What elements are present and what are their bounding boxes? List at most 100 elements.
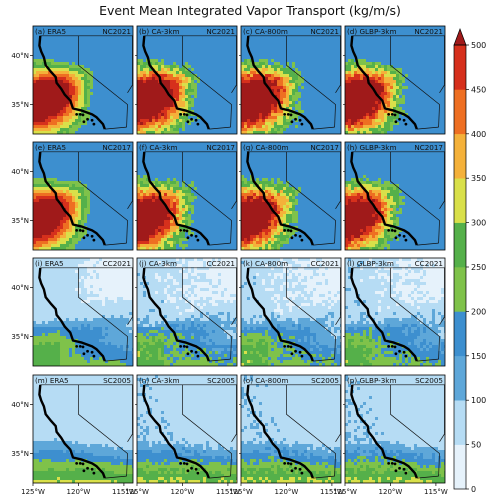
ivt-cell xyxy=(435,47,439,51)
ivt-cell xyxy=(170,74,174,78)
ivt-cell xyxy=(57,32,61,36)
ivt-cell xyxy=(176,92,180,96)
ivt-cell xyxy=(286,83,290,87)
ivt-cell xyxy=(158,71,162,75)
ivt-cell xyxy=(39,59,43,63)
ivt-cell xyxy=(435,38,439,42)
ivt-cell xyxy=(45,119,49,123)
ivt-cell xyxy=(301,74,305,78)
ivt-cell xyxy=(87,119,91,123)
ivt-cell xyxy=(310,68,314,72)
ivt-cell xyxy=(402,41,406,45)
ivt-cell xyxy=(105,104,109,108)
ivt-cell xyxy=(72,50,76,54)
ivt-cell xyxy=(441,44,445,48)
ivt-cell xyxy=(417,53,421,57)
ivt-cell xyxy=(90,95,94,99)
ivt-cell xyxy=(42,125,46,129)
ivt-cell xyxy=(399,125,403,129)
ivt-cell xyxy=(129,44,133,48)
ivt-cell xyxy=(345,77,349,81)
ivt-cell xyxy=(45,71,49,75)
ivt-cell xyxy=(396,77,400,81)
ivt-cell xyxy=(253,41,257,45)
ivt-cell xyxy=(224,86,228,90)
ivt-cell xyxy=(340,26,341,30)
ivt-cell xyxy=(423,41,427,45)
ivt-cell xyxy=(340,116,341,120)
ivt-cell xyxy=(256,41,260,45)
ivt-cell xyxy=(429,95,433,99)
ivt-cell xyxy=(307,101,311,105)
ivt-cell xyxy=(42,116,46,120)
ivt-cell xyxy=(319,128,323,132)
ivt-cell xyxy=(384,32,388,36)
ivt-cell xyxy=(280,56,284,60)
ivt-cell xyxy=(277,110,281,114)
ivt-cell xyxy=(268,101,272,105)
ivt-cell xyxy=(259,53,263,57)
ivt-cell xyxy=(84,104,88,108)
ivt-cell xyxy=(123,50,127,54)
ivt-cell xyxy=(230,56,234,60)
ivt-cell xyxy=(298,35,302,39)
ivt-cell xyxy=(393,35,397,39)
ivt-cell xyxy=(99,74,103,78)
ivt-cell xyxy=(396,74,400,78)
ivt-cell xyxy=(197,53,201,57)
ivt-cell xyxy=(387,74,391,78)
ivt-cell xyxy=(155,68,159,72)
ivt-cell xyxy=(244,35,248,39)
ivt-cell xyxy=(96,47,100,51)
ivt-cell xyxy=(435,128,439,132)
ivt-cell xyxy=(218,125,222,129)
ivt-cell xyxy=(155,122,159,126)
ivt-cell xyxy=(271,128,275,132)
ivt-cell xyxy=(357,110,361,114)
ivt-cell xyxy=(414,38,418,42)
ivt-cell xyxy=(209,44,213,48)
ivt-cell xyxy=(39,68,43,72)
ivt-cell xyxy=(286,41,290,45)
ivt-cell xyxy=(265,68,269,72)
ivt-cell xyxy=(84,116,88,120)
ivt-cell xyxy=(182,53,186,57)
ivt-cell xyxy=(45,56,49,60)
ivt-cell xyxy=(313,26,317,30)
ivt-cell xyxy=(256,50,260,54)
ivt-cell xyxy=(390,50,394,54)
ivt-cell xyxy=(161,119,165,123)
ivt-cell xyxy=(259,89,263,93)
ivt-cell xyxy=(328,131,332,134)
ivt-cell xyxy=(200,107,204,111)
ivt-cell xyxy=(417,110,421,114)
ivt-cell xyxy=(218,131,222,134)
ivt-cell xyxy=(438,98,442,102)
ivt-cell xyxy=(230,107,234,111)
ivt-cell xyxy=(72,47,76,51)
ivt-cell xyxy=(105,65,109,69)
ivt-cell xyxy=(111,101,115,105)
ivt-cell xyxy=(230,26,234,30)
ivt-cell xyxy=(152,119,156,123)
ivt-cell xyxy=(69,77,73,81)
ivt-cell xyxy=(114,50,118,54)
ivt-cell xyxy=(81,104,85,108)
ivt-cell xyxy=(304,107,308,111)
ivt-cell xyxy=(173,35,177,39)
ivt-cell xyxy=(360,53,364,57)
state-border xyxy=(416,126,439,130)
ivt-cell xyxy=(426,122,430,126)
ivt-cell xyxy=(265,110,269,114)
ivt-cell xyxy=(63,107,67,111)
ivt-cell xyxy=(337,113,341,117)
ivt-cell xyxy=(117,86,121,90)
ivt-cell xyxy=(375,125,379,129)
ivt-cell xyxy=(230,125,234,129)
ivt-cell xyxy=(126,65,130,69)
ivt-cell xyxy=(360,35,364,39)
ivt-cell xyxy=(215,92,219,96)
ivt-cell xyxy=(78,110,82,114)
ivt-cell xyxy=(265,41,269,45)
ivt-cell xyxy=(236,32,237,36)
